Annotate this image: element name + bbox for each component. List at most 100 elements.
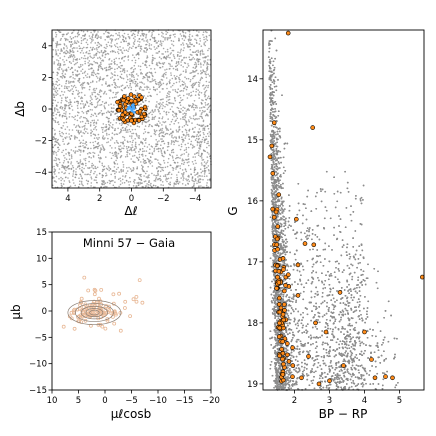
field-star-point bbox=[149, 38, 152, 41]
field-star-point bbox=[159, 147, 162, 150]
field-star-point bbox=[117, 127, 119, 130]
field-star-point bbox=[78, 177, 80, 179]
field-star-point bbox=[83, 106, 86, 108]
field-star-point bbox=[80, 70, 82, 72]
field-star-point bbox=[159, 91, 161, 93]
field-star-point bbox=[78, 183, 81, 186]
field-star-point bbox=[60, 182, 63, 185]
field-star-point bbox=[108, 32, 110, 35]
field-star-point bbox=[123, 32, 126, 35]
field-star-point bbox=[84, 60, 86, 63]
field-star-point bbox=[184, 76, 186, 78]
member-star-point bbox=[117, 103, 123, 109]
field-star-point bbox=[204, 73, 207, 75]
field-star-point bbox=[99, 57, 102, 60]
field-star-point bbox=[111, 152, 114, 154]
field-star-point bbox=[75, 62, 77, 65]
field-star-point bbox=[74, 146, 77, 149]
field-star-point bbox=[189, 41, 191, 44]
field-star-point bbox=[95, 87, 98, 90]
field-star-point bbox=[194, 166, 196, 169]
field-star-point bbox=[115, 38, 118, 40]
field-star-point bbox=[95, 98, 98, 100]
field-star-point bbox=[97, 65, 100, 68]
field-star-point bbox=[67, 161, 70, 164]
field-star-point bbox=[145, 99, 147, 102]
field-star-point bbox=[157, 45, 160, 47]
field-star-point bbox=[99, 104, 101, 106]
field-star-point bbox=[159, 128, 162, 130]
field-star-point bbox=[208, 81, 210, 83]
field-star-point bbox=[83, 57, 85, 60]
field-star-point bbox=[82, 103, 84, 105]
field-star-point bbox=[113, 44, 116, 46]
field-star-point bbox=[116, 74, 119, 77]
field-star-point bbox=[154, 133, 157, 136]
field-star-point bbox=[131, 141, 134, 144]
field-star-point bbox=[71, 88, 74, 90]
field-star-point bbox=[127, 42, 129, 45]
field-star-point bbox=[99, 77, 101, 80]
field-star-point bbox=[154, 115, 157, 118]
field-star-point bbox=[178, 137, 181, 139]
field-star-point bbox=[82, 30, 85, 33]
field-star-point bbox=[121, 57, 123, 60]
field-star-point bbox=[175, 136, 177, 139]
field-star-point bbox=[163, 135, 165, 138]
field-star-point bbox=[205, 98, 207, 101]
field-star-point bbox=[69, 36, 72, 38]
field-star-point bbox=[74, 47, 76, 49]
field-star-point bbox=[63, 44, 66, 46]
field-star-point bbox=[94, 112, 96, 115]
field-star-point bbox=[52, 114, 55, 117]
field-star-point bbox=[132, 54, 134, 56]
field-star-point bbox=[164, 51, 167, 53]
field-star-point bbox=[106, 181, 109, 184]
field-star-point bbox=[64, 157, 66, 159]
field-star-point bbox=[97, 147, 99, 150]
field-star-point bbox=[181, 169, 184, 171]
field-star-point bbox=[93, 48, 96, 50]
field-star-point bbox=[207, 179, 209, 181]
field-star-point bbox=[192, 135, 195, 138]
field-star-point bbox=[114, 177, 116, 179]
field-star-point bbox=[139, 41, 141, 43]
field-star-point bbox=[198, 150, 200, 152]
member-star-point bbox=[121, 117, 126, 123]
field-star-point bbox=[104, 185, 106, 188]
field-star-point bbox=[149, 152, 151, 154]
field-star-point bbox=[166, 94, 168, 97]
field-star-point bbox=[136, 34, 139, 37]
field-star-point bbox=[169, 56, 171, 59]
field-star-point bbox=[209, 123, 211, 125]
field-star-point bbox=[76, 104, 79, 107]
field-star-point bbox=[97, 68, 100, 70]
field-star-point bbox=[129, 135, 131, 137]
field-star-point bbox=[169, 79, 171, 81]
field-star-point bbox=[84, 127, 86, 129]
field-star-point bbox=[92, 69, 95, 72]
field-star-point bbox=[77, 66, 80, 68]
field-star-point bbox=[140, 103, 142, 105]
field-star-point bbox=[199, 155, 202, 158]
field-star-point bbox=[80, 57, 83, 59]
field-star-point bbox=[144, 162, 147, 164]
field-star-point bbox=[114, 45, 117, 48]
field-star-point bbox=[72, 150, 75, 152]
field-star-point bbox=[148, 71, 151, 74]
field-star-point bbox=[162, 184, 164, 187]
field-star-point bbox=[197, 51, 200, 53]
field-star-point bbox=[84, 122, 87, 125]
field-star-point bbox=[63, 91, 66, 93]
field-star-point bbox=[148, 112, 151, 115]
field-star-point bbox=[181, 131, 184, 133]
field-star-point bbox=[99, 65, 101, 67]
field-star-point bbox=[85, 144, 88, 146]
field-star-point bbox=[183, 139, 185, 142]
field-star-point bbox=[114, 163, 116, 165]
field-star-point bbox=[84, 146, 87, 149]
field-star-point bbox=[64, 105, 66, 107]
field-star-point bbox=[205, 85, 208, 87]
field-star-point bbox=[84, 33, 87, 36]
field-star-point bbox=[97, 154, 100, 156]
